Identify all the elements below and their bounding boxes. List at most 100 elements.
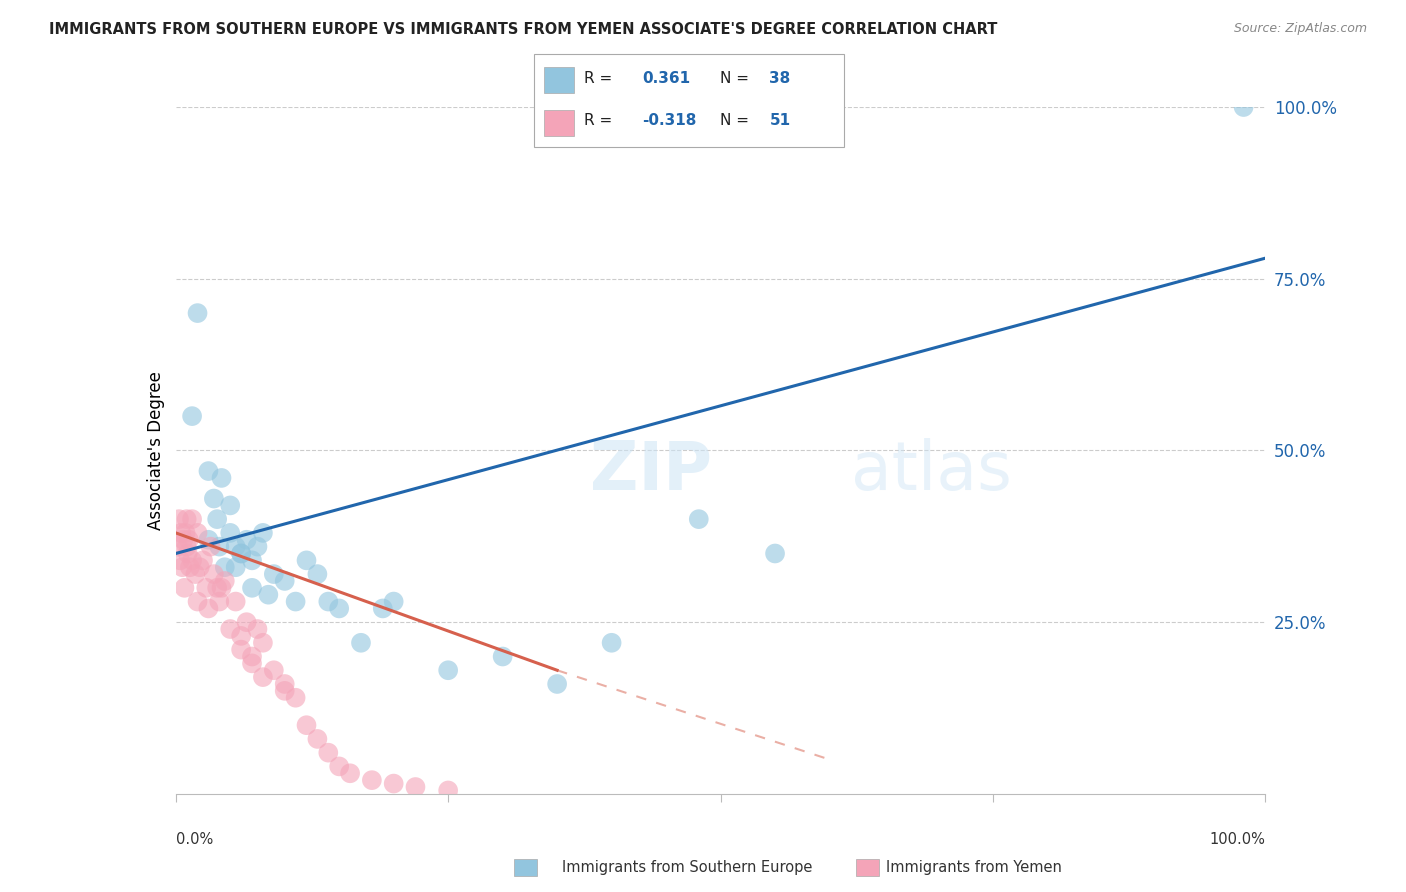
Point: [371, 601, 394, 615]
Point: [169, 553, 191, 567]
Point: [225, 540, 247, 554]
Point: [231, 546, 253, 561]
Text: atlas: atlas: [852, 438, 1012, 504]
Point: [328, 601, 350, 615]
Text: Source: ZipAtlas.com: Source: ZipAtlas.com: [1233, 22, 1367, 36]
Point: [257, 588, 280, 602]
Point: [252, 525, 274, 540]
Point: [186, 525, 209, 540]
Point: [197, 601, 219, 615]
Point: [252, 636, 274, 650]
Point: [197, 533, 219, 547]
Point: [328, 759, 350, 773]
Y-axis label: Associate's Degree: Associate's Degree: [146, 371, 165, 530]
Point: [274, 683, 297, 698]
Bar: [544, 67, 575, 93]
Bar: [515, 858, 537, 876]
Point: [231, 629, 253, 643]
Point: [200, 540, 222, 554]
Point: [235, 533, 257, 547]
Text: 38: 38: [769, 71, 790, 87]
Point: [188, 560, 211, 574]
Point: [235, 615, 257, 630]
Point: [295, 718, 318, 732]
Point: [176, 512, 198, 526]
Point: [225, 560, 247, 574]
Point: [177, 533, 200, 547]
Point: [240, 649, 263, 664]
Point: [318, 594, 340, 608]
Text: 100.0%: 100.0%: [1209, 831, 1265, 847]
Text: N =: N =: [720, 113, 749, 128]
Point: [219, 499, 242, 513]
Point: [382, 594, 405, 608]
Point: [202, 491, 225, 506]
Text: 0.361: 0.361: [643, 71, 690, 87]
Text: 0.0%: 0.0%: [176, 831, 212, 847]
Point: [546, 677, 568, 691]
Text: -0.318: -0.318: [643, 113, 697, 128]
Point: [191, 553, 214, 567]
Text: N =: N =: [720, 71, 749, 87]
Point: [240, 657, 263, 671]
Point: [763, 546, 786, 561]
Text: R =: R =: [583, 113, 612, 128]
Point: [225, 594, 247, 608]
Point: [186, 594, 209, 608]
Point: [214, 560, 236, 574]
Point: [284, 594, 307, 608]
Point: [307, 731, 329, 746]
Text: R =: R =: [583, 71, 612, 87]
Point: [263, 663, 285, 677]
Point: [184, 567, 207, 582]
Point: [240, 581, 263, 595]
Point: [181, 512, 204, 526]
Point: [208, 540, 231, 554]
Point: [240, 553, 263, 567]
Point: [492, 649, 515, 664]
Point: [197, 464, 219, 478]
Point: [176, 540, 198, 554]
Point: [295, 553, 318, 567]
Point: [405, 780, 427, 794]
Text: Immigrants from Yemen: Immigrants from Yemen: [886, 860, 1062, 874]
Bar: [544, 110, 575, 136]
Text: IMMIGRANTS FROM SOUTHERN EUROPE VS IMMIGRANTS FROM YEMEN ASSOCIATE'S DEGREE CORR: IMMIGRANTS FROM SOUTHERN EUROPE VS IMMIG…: [49, 22, 998, 37]
Point: [179, 560, 201, 574]
Point: [181, 553, 204, 567]
Point: [174, 525, 197, 540]
Point: [600, 636, 623, 650]
Point: [274, 574, 297, 588]
Point: [252, 670, 274, 684]
Point: [437, 783, 460, 797]
Point: [205, 581, 228, 595]
Point: [211, 471, 233, 485]
Point: [167, 540, 190, 554]
Point: [246, 540, 269, 554]
Point: [177, 546, 200, 561]
Point: [173, 581, 195, 595]
Point: [437, 663, 460, 677]
Point: [1233, 100, 1256, 114]
Point: [167, 512, 190, 526]
Point: [211, 581, 233, 595]
Point: [318, 746, 340, 760]
Point: [195, 581, 218, 595]
Text: Immigrants from Southern Europe: Immigrants from Southern Europe: [562, 860, 813, 874]
Point: [172, 560, 194, 574]
Point: [172, 533, 194, 547]
Point: [246, 622, 269, 636]
Point: [382, 776, 405, 790]
Point: [208, 594, 231, 608]
Point: [214, 574, 236, 588]
Point: [284, 690, 307, 705]
Point: [219, 622, 242, 636]
Point: [274, 677, 297, 691]
Text: ZIP: ZIP: [591, 438, 711, 504]
Point: [263, 567, 285, 582]
FancyBboxPatch shape: [534, 54, 844, 147]
Point: [231, 642, 253, 657]
Point: [361, 773, 384, 788]
Point: [186, 306, 209, 320]
Point: [181, 409, 204, 424]
